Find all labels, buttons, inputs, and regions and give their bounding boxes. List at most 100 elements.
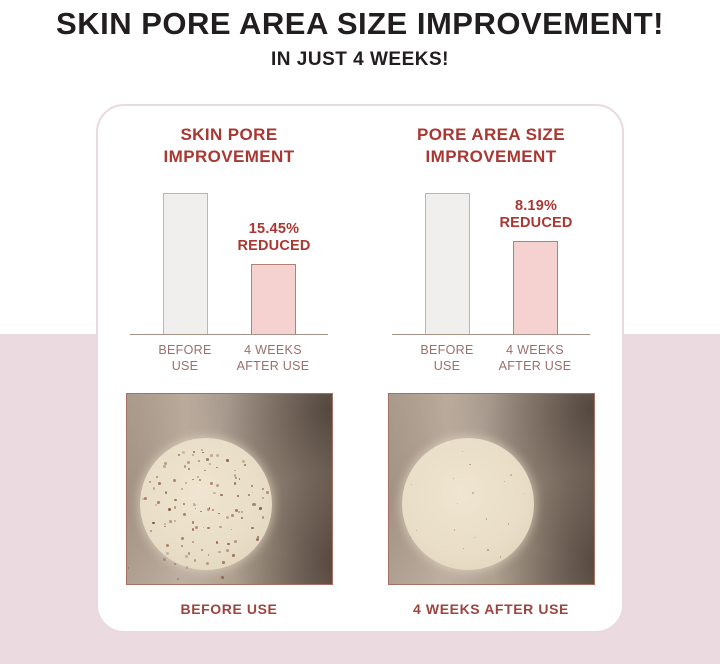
pore-dot <box>234 540 237 544</box>
chart-title: PORE AREA SIZE IMPROVEMENT <box>360 124 622 168</box>
pore-dot <box>164 461 168 465</box>
pore-dot <box>242 460 245 463</box>
bar-chart: 15.45% REDUCED <box>130 190 328 335</box>
reduction-label: REDUCED <box>237 238 311 254</box>
results-card: SKIN PORE IMPROVEMENT 15.45% REDUCED BEF… <box>96 104 624 633</box>
category-label-line: AFTER USE <box>236 359 310 373</box>
bar-after-use <box>251 264 296 335</box>
pore-dot <box>182 503 185 505</box>
pore-dot <box>452 477 455 480</box>
page-subtitle: IN JUST 4 WEEKS! <box>271 49 449 70</box>
pore-dot <box>166 543 169 547</box>
pore-dot <box>241 517 244 519</box>
chart-title: SKIN PORE IMPROVEMENT <box>98 124 360 168</box>
pore-dot <box>219 525 222 529</box>
reduction-label: REDUCED <box>499 215 573 231</box>
category-label-line: USE <box>433 359 461 373</box>
category-label-line: BEFORE <box>420 343 474 357</box>
pore-dot <box>251 491 254 494</box>
pore-dot <box>251 485 254 488</box>
pore-dot <box>225 515 229 520</box>
category-label-before: BEFORE USE <box>135 342 235 374</box>
pore-dot <box>462 548 464 550</box>
pore-dot <box>163 465 166 468</box>
pore-dot <box>234 509 238 513</box>
pore-dot <box>262 516 265 519</box>
pore-dot <box>191 478 194 481</box>
header: SKIN PORE AREA SIZE IMPROVEMENT! IN JUST… <box>0 4 720 72</box>
pore-dot <box>266 491 269 495</box>
pore-dot <box>230 528 233 530</box>
pore-dot <box>211 509 215 512</box>
pore-dot <box>222 561 225 564</box>
pore-dot <box>456 502 458 504</box>
pore-dot <box>233 469 236 472</box>
pore-dot <box>218 550 221 553</box>
pore-highlight-circle <box>140 438 272 570</box>
pore-dot <box>165 552 169 555</box>
pore-dot <box>207 526 210 530</box>
category-label-line: 4 WEEKS <box>244 343 302 357</box>
pore-dot <box>213 492 216 495</box>
category-label-line: USE <box>171 359 199 373</box>
reduction-value: 15.45% <box>248 221 300 237</box>
pore-dot <box>194 526 198 530</box>
pore-dot <box>237 510 241 514</box>
pore-dot <box>243 463 247 467</box>
pore-dot <box>187 461 191 464</box>
pore-dot <box>149 481 151 483</box>
pore-dot <box>193 559 197 562</box>
page-title: SKIN PORE AREA SIZE IMPROVEMENT! <box>56 6 664 41</box>
skin-photo-before <box>126 393 333 585</box>
photo-caption-before: BEFORE USE <box>180 601 278 617</box>
photo-caption-after: 4 WEEKS AFTER USE <box>413 601 569 617</box>
pore-dot <box>257 535 260 538</box>
pore-dot <box>252 502 256 506</box>
pore-dot <box>215 541 219 544</box>
pore-dot <box>235 476 238 479</box>
pore-dot <box>200 448 203 451</box>
pore-dot <box>256 538 260 541</box>
pore-dot <box>180 487 183 490</box>
pore-dot <box>177 453 180 456</box>
pore-dot <box>194 507 197 510</box>
pore-dot <box>191 453 194 456</box>
pore-dot <box>202 526 205 529</box>
pore-dot <box>261 488 265 491</box>
pore-dot <box>208 506 211 509</box>
pore-dot <box>226 549 229 552</box>
category-label-after: 4 WEEKS AFTER USE <box>485 342 585 374</box>
pore-dot <box>164 522 167 525</box>
column-pore-area-size: PORE AREA SIZE IMPROVEMENT 8.19% REDUCED… <box>360 106 622 631</box>
pore-dot <box>216 453 220 457</box>
reduction-annotation: 8.19% REDUCED <box>490 198 582 232</box>
pore-dot <box>151 521 155 525</box>
pore-dot <box>181 451 185 454</box>
pore-dot <box>168 508 171 512</box>
pore-dot <box>187 468 190 471</box>
pore-dot <box>201 548 204 552</box>
pore-dot <box>503 480 506 483</box>
pore-dot <box>193 451 196 454</box>
pore-dot <box>127 567 130 569</box>
bar-after-use <box>513 241 558 335</box>
skin-photo-after <box>388 393 595 585</box>
category-label-line: BEFORE <box>158 343 212 357</box>
pore-dot <box>188 552 191 555</box>
pore-dot <box>250 526 254 530</box>
pore-dot <box>507 523 510 525</box>
pore-dot <box>184 482 188 485</box>
pore-dot <box>157 501 160 504</box>
pore-dot <box>144 496 148 500</box>
pore-dot <box>183 513 187 516</box>
pore-dot <box>206 562 209 565</box>
pore-dot <box>416 530 418 532</box>
category-label-after: 4 WEEKS AFTER USE <box>223 342 323 374</box>
pore-dot <box>510 474 513 476</box>
pore-dot <box>232 554 235 557</box>
pore-dot <box>163 558 166 561</box>
pore-dot <box>409 536 411 539</box>
chart-title-line-1: SKIN PORE <box>180 125 278 144</box>
pore-dot <box>247 493 250 496</box>
